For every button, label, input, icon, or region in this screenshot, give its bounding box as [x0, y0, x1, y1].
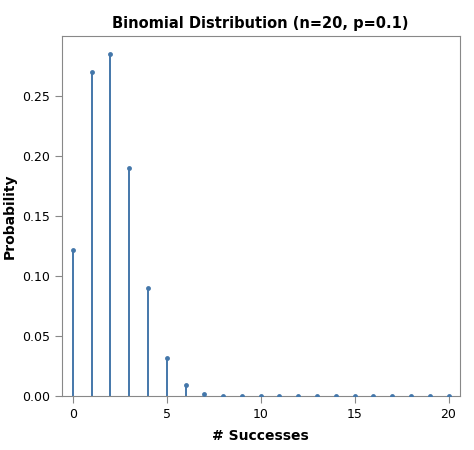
Title: Binomial Distribution (n=20, p=0.1): Binomial Distribution (n=20, p=0.1) — [112, 16, 409, 31]
Y-axis label: Probability: Probability — [2, 173, 16, 259]
X-axis label: # Successes: # Successes — [212, 429, 309, 443]
